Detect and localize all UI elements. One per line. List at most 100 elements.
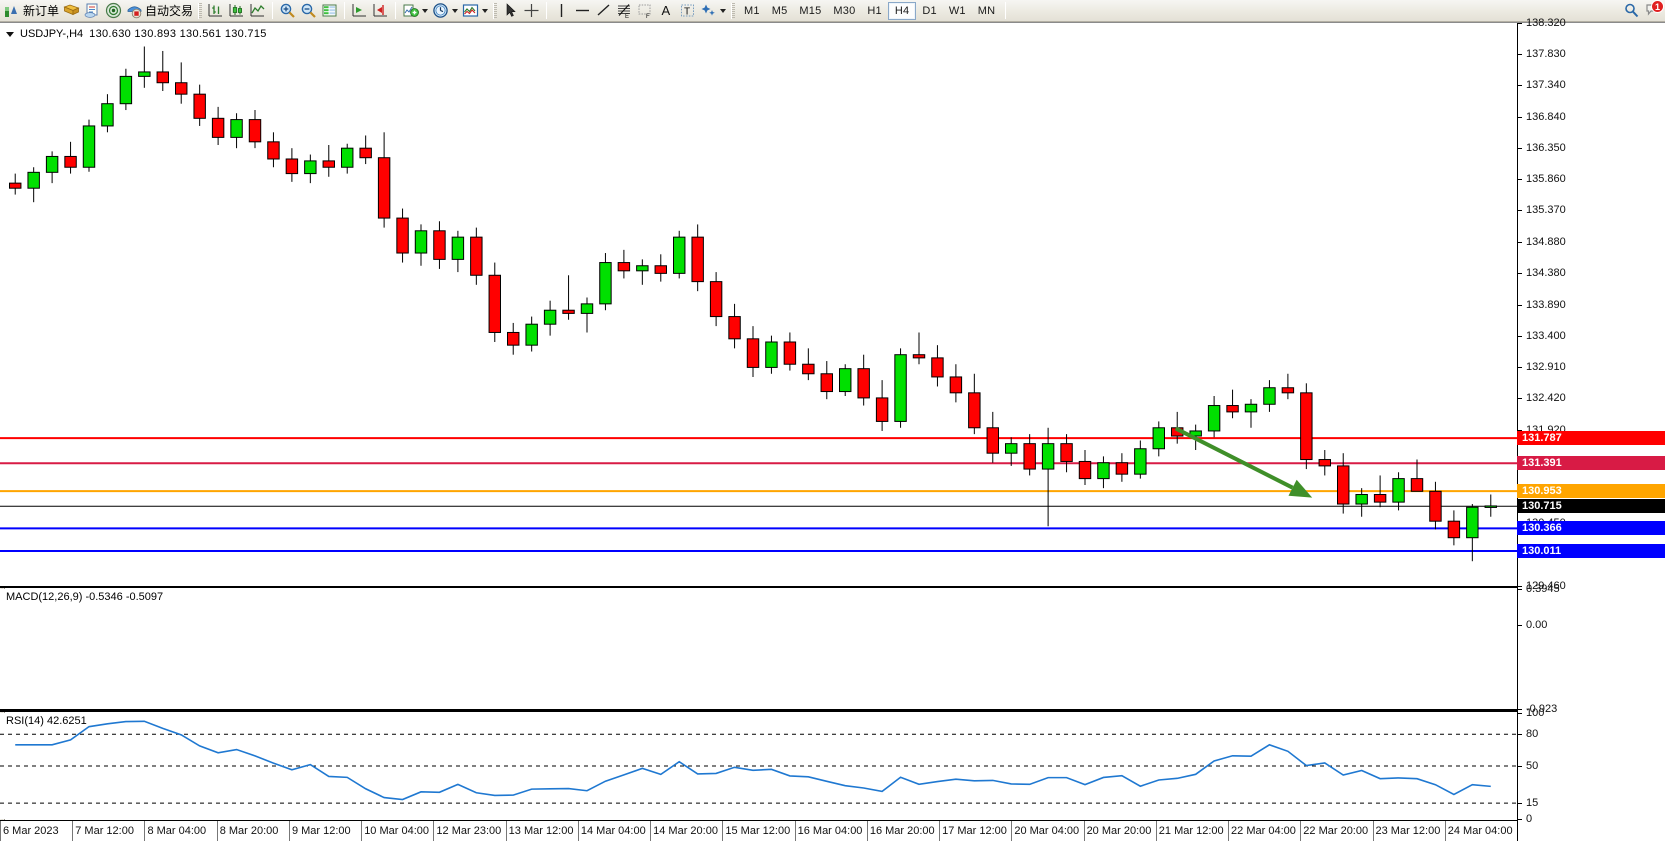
cursor-button[interactable] [500, 1, 521, 21]
notification-count: 1 [1651, 0, 1664, 13]
timeframe-d1[interactable]: D1 [922, 4, 937, 17]
timeframe-m1[interactable]: M1 [744, 4, 760, 17]
label-button[interactable]: T [677, 1, 698, 21]
time-label: 15 Mar 12:00 [725, 825, 791, 837]
line-chart-button[interactable] [247, 1, 268, 21]
toolbar-separator-3 [395, 2, 397, 19]
price-tick: 132.910 [1518, 361, 1566, 373]
toolbar-separator-2 [344, 2, 346, 19]
search-button[interactable] [1621, 1, 1642, 21]
price-line-tag[interactable]: 131.391 [1517, 456, 1665, 471]
new-order-button[interactable]: 新订单 [2, 1, 61, 21]
zoom-out-icon [301, 3, 316, 18]
toolbar-separator [272, 2, 274, 19]
auto-trading-button[interactable]: 自动交易 [124, 1, 195, 21]
crosshair-button[interactable] [521, 1, 542, 21]
svg-text:F: F [646, 14, 650, 19]
zoom-out-button[interactable] [298, 1, 319, 21]
timeframe-mn[interactable]: MN [977, 4, 996, 17]
rsi-pane[interactable] [0, 713, 1517, 819]
rsi-tick: 100 [1518, 707, 1544, 719]
grid-icon [322, 4, 337, 17]
grid-button[interactable] [319, 1, 340, 21]
objects-button[interactable] [698, 1, 728, 21]
trendline-button[interactable] [593, 1, 614, 21]
price-line-tag[interactable]: 130.366 [1517, 521, 1665, 536]
auto-trading-icon [127, 6, 142, 19]
alerts-badge-wrap[interactable]: 1 [1644, 0, 1664, 19]
price-pane[interactable] [0, 23, 1517, 586]
price-tick: 136.350 [1518, 142, 1566, 154]
timeframe-m30[interactable]: M30 [833, 4, 856, 17]
price-line-tag[interactable]: 131.787 [1517, 431, 1665, 446]
new-order-label: 新订单 [23, 3, 60, 18]
time-tick [505, 821, 507, 841]
zoom-in-button[interactable] [277, 1, 298, 21]
time-tick [72, 821, 74, 841]
time-tick [722, 821, 724, 841]
price-tick: 134.380 [1518, 267, 1566, 279]
svg-text:E: E [625, 14, 629, 19]
time-tick [1300, 821, 1302, 841]
time-tick [1444, 821, 1446, 841]
rsi-tick: 15 [1518, 797, 1538, 809]
time-tick [1011, 821, 1013, 841]
time-axis[interactable]: 6 Mar 2023 7 Mar 12:00 8 Mar 04:00 8 Mar 20… [0, 820, 1517, 841]
timeframe-h4[interactable]: H4 [887, 1, 917, 20]
timeframe-m15[interactable]: M15 [799, 4, 822, 17]
folder-button[interactable] [61, 1, 82, 21]
time-tick [433, 821, 435, 841]
timeframe-m5[interactable]: M5 [771, 4, 788, 17]
time-label: 14 Mar 20:00 [653, 825, 718, 837]
chevron-down-icon-2[interactable] [452, 8, 459, 13]
chevron-down-icon-3[interactable] [482, 8, 489, 13]
time-label: 8 Mar 04:00 [147, 825, 207, 837]
price-line-tag[interactable]: 130.953 [1517, 484, 1665, 499]
chevron-down-icon-4[interactable] [720, 8, 727, 13]
macd-pane[interactable] [0, 589, 1517, 709]
time-tick [216, 821, 218, 841]
price-line-tag[interactable]: 130.715 [1517, 499, 1665, 514]
time-tick [1155, 821, 1157, 841]
pane-divider [0, 711, 1517, 712]
timeframe-h1[interactable]: H1 [867, 4, 882, 17]
hline-button[interactable] [572, 1, 593, 21]
shift-end-button[interactable] [349, 1, 370, 21]
alerts-button[interactable]: 1 [1642, 0, 1664, 21]
chevron-down-icon[interactable] [422, 8, 429, 13]
time-label: 9 Mar 12:00 [291, 825, 351, 837]
channel-button[interactable]: F [635, 1, 656, 21]
toolbar-grip[interactable] [198, 2, 203, 19]
price-tick: 137.830 [1518, 48, 1566, 60]
macd-tick: 0.3945 [1518, 583, 1560, 595]
time-tick [577, 821, 579, 841]
search-icon [1625, 3, 1639, 18]
objects-icon [701, 4, 715, 16]
vline-icon [560, 4, 563, 17]
toolbar-grip-2[interactable] [493, 2, 498, 19]
rsi-tick: 0 [1518, 813, 1532, 825]
toolbar-grip-3[interactable] [731, 2, 736, 19]
signals-button[interactable] [103, 1, 124, 21]
toolbar-separator-5 [1005, 2, 1007, 19]
shift-end-icon [352, 4, 367, 17]
bar-chart-button[interactable] [205, 1, 226, 21]
time-label: 14 Mar 04:00 [580, 825, 646, 837]
time-label: 21 Mar 12:00 [1158, 825, 1224, 837]
line-chart-icon [250, 4, 265, 17]
chart-menu-caret-icon[interactable] [6, 31, 14, 37]
shift-start-button[interactable] [370, 1, 391, 21]
timeframe-w1[interactable]: W1 [948, 4, 966, 17]
period-button[interactable] [430, 1, 460, 21]
vline-button[interactable] [551, 1, 572, 21]
time-tick [794, 821, 796, 841]
templates-button[interactable] [460, 1, 490, 21]
data-window-button[interactable] [82, 1, 103, 21]
text-button[interactable]: A [656, 1, 677, 21]
price-line-tag[interactable]: 130.011 [1517, 543, 1665, 558]
candlestick-chart-button[interactable] [226, 1, 247, 21]
price-axis[interactable]: 138.320 137.830 137.340 136.840 136.350 135.8… [1517, 17, 1665, 841]
fibo-button[interactable]: E [614, 1, 635, 21]
indicators-button[interactable] [400, 1, 430, 21]
chart-area[interactable]: USDJPY-,H4 130.630 130.893 130.561 130.7… [0, 17, 1665, 841]
